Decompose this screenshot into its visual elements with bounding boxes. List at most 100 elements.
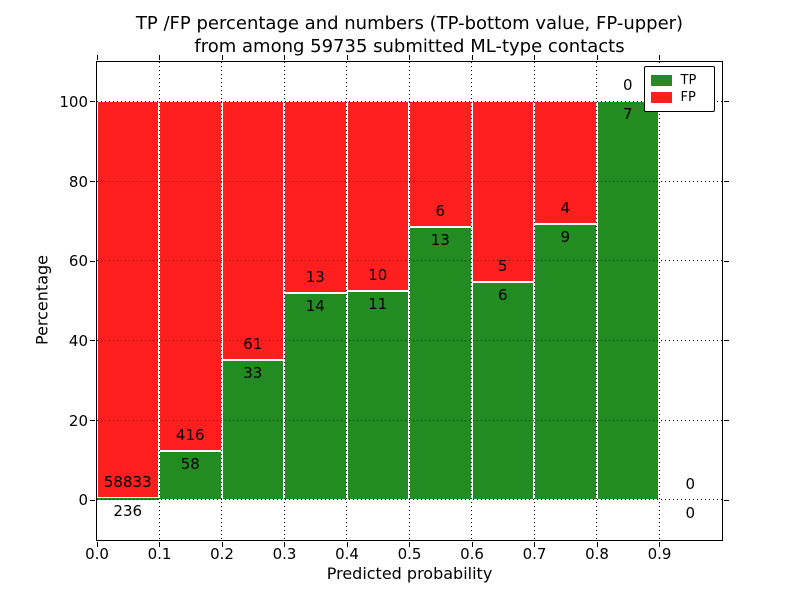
- annotation-fp-count: 0: [622, 76, 633, 95]
- x-tick-label: 0.4: [335, 545, 359, 563]
- gridline-vertical: [346, 61, 347, 540]
- y-tick-label: 60: [68, 252, 88, 271]
- y-tick-mark: [90, 181, 95, 182]
- y-tick-mark-right: [724, 420, 729, 421]
- annotation-tp-count: 13: [430, 231, 450, 250]
- x-tick-label: 0.2: [210, 545, 234, 563]
- x-tick-mark: [346, 542, 348, 547]
- x-tick-mark-top: [471, 55, 473, 60]
- bar-fp-segment: [159, 101, 222, 451]
- y-tick-label: 0: [78, 491, 88, 510]
- y-tick-mark: [90, 101, 95, 103]
- bar-tp-segment: [409, 227, 472, 500]
- x-tick-mark: [159, 542, 160, 547]
- bar-fp-segment: [471, 101, 534, 283]
- legend-label: TP: [680, 72, 697, 88]
- legend-swatch-fp-icon: [650, 91, 672, 103]
- x-tick-label: 0.1: [147, 545, 172, 563]
- chart-title-line1: TP /FP percentage and numbers (TP-bottom…: [135, 13, 684, 34]
- annotation-tp-count: 236: [113, 502, 143, 521]
- bar-fp-segment: [221, 101, 284, 360]
- y-tick-label: 40: [68, 331, 88, 350]
- chart-title: TP /FP percentage and numbers (TP-bottom…: [97, 12, 722, 58]
- bar-fp-segment: [534, 101, 597, 224]
- legend-entry-fp: FP: [650, 89, 709, 106]
- annotation-tp-count: 7: [622, 105, 633, 124]
- annotation-fp-count: 5: [497, 257, 508, 276]
- y-tick-mark-right: [724, 340, 729, 342]
- annotation-fp-count: 61: [243, 334, 263, 353]
- bar-fp-segment: [409, 101, 472, 228]
- gridline-vertical: [408, 61, 410, 540]
- x-tick-mark-top: [221, 55, 223, 60]
- annotation-tp-count: 11: [368, 295, 388, 314]
- annotation-fp-count: 58833: [103, 473, 152, 492]
- annotation-tp-count: 9: [560, 227, 571, 246]
- gridline-vertical: [471, 61, 472, 540]
- bar-tp-segment: [596, 101, 659, 500]
- gridline-vertical: [158, 61, 160, 540]
- y-tick-mark: [90, 499, 95, 501]
- x-tick-mark-top: [96, 55, 98, 60]
- x-tick-mark-top: [534, 55, 535, 60]
- x-axis-label: Predicted probability: [326, 564, 493, 583]
- annotation-fp-count: 4: [560, 198, 571, 217]
- bar-fp-segment: [346, 101, 409, 291]
- x-tick-mark-top: [659, 55, 660, 60]
- y-tick-mark-right: [724, 101, 729, 103]
- bar-tp-segment: [346, 291, 409, 500]
- annotation-fp-count: 0: [685, 474, 696, 493]
- gridline-vertical: [596, 61, 597, 540]
- x-tick-mark: [96, 542, 98, 547]
- y-tick-mark-right: [724, 181, 729, 182]
- annotation-tp-count: 6: [497, 286, 508, 305]
- x-tick-label: 0.5: [397, 545, 422, 563]
- y-tick-mark: [90, 420, 95, 421]
- x-tick-mark: [659, 542, 660, 547]
- y-tick-label: 80: [68, 172, 88, 191]
- x-tick-label: 0.0: [85, 545, 109, 563]
- x-tick-label: 0.9: [647, 545, 672, 563]
- x-tick-mark: [409, 542, 410, 547]
- annotation-fp-count: 10: [368, 266, 388, 285]
- bar-tp-segment: [471, 282, 534, 500]
- gridline-vertical: [283, 61, 285, 540]
- annotation-tp-count: 33: [243, 363, 263, 382]
- x-tick-mark: [534, 542, 535, 547]
- annotation-fp-count: 13: [305, 268, 325, 287]
- bar-tp-segment: [284, 293, 347, 500]
- x-tick-mark: [596, 542, 598, 547]
- y-tick-mark-right: [724, 260, 729, 262]
- bar-tp-segment: [96, 498, 159, 500]
- bar-tp-segment: [221, 359, 284, 500]
- legend: TP FP: [643, 65, 715, 112]
- legend-label: FP: [680, 89, 696, 105]
- y-tick-mark: [90, 260, 95, 262]
- gridline-vertical: [533, 61, 535, 540]
- x-tick-label: 0.3: [272, 545, 297, 563]
- x-tick-label: 0.6: [460, 545, 484, 563]
- x-tick-mark: [284, 542, 285, 547]
- x-tick-mark-top: [346, 55, 348, 60]
- annotation-tp-count: 14: [305, 297, 325, 316]
- y-tick-label: 20: [68, 411, 88, 430]
- y-tick-label: 100: [59, 92, 88, 111]
- legend-swatch-tp-icon: [650, 74, 672, 86]
- annotation-fp-count: 6: [435, 202, 446, 221]
- x-tick-mark-top: [284, 55, 285, 60]
- x-tick-mark-top: [159, 55, 160, 60]
- bar-tp-segment: [534, 223, 597, 500]
- x-tick-mark: [221, 542, 223, 547]
- x-tick-mark: [471, 542, 473, 547]
- annotation-tp-count: 58: [180, 454, 200, 473]
- legend-entry-tp: TP: [650, 72, 709, 89]
- x-tick-label: 0.7: [522, 545, 547, 563]
- annotation-tp-count: 0: [685, 503, 696, 522]
- bar-fp-segment: [96, 101, 159, 499]
- plot-area: 58833 236 416 58 61 33 13 14 10 11 6 13 5 6 4 9 0 7 0 0 TP F…: [95, 60, 723, 541]
- chart-title-line2: from among 59735 submitted ML-type conta…: [194, 36, 625, 57]
- y-tick-mark: [90, 340, 95, 342]
- y-tick-mark-right: [724, 499, 729, 501]
- bar-fp-segment: [284, 101, 347, 294]
